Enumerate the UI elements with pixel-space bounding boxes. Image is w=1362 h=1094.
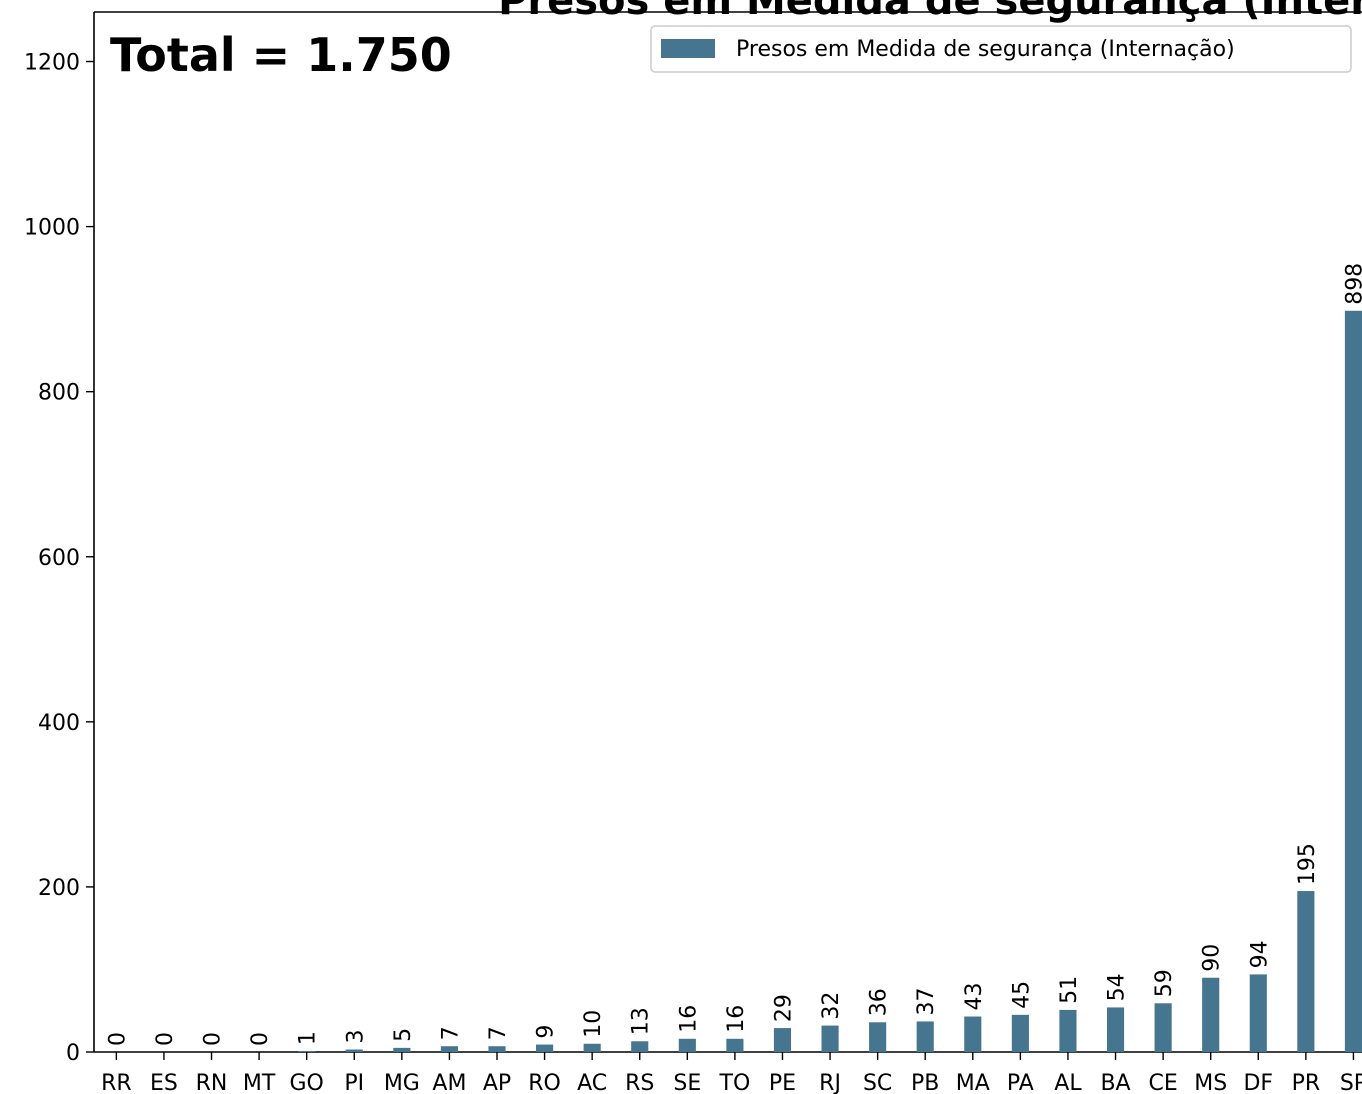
bar: [1106, 1007, 1125, 1052]
plot-area: [93, 11, 1362, 1053]
y-tick-label: 600: [38, 546, 80, 571]
bar-series: [298, 310, 1362, 1052]
bar: [678, 1038, 696, 1052]
x-tick-label: AM: [432, 1071, 466, 1094]
x-tick-label: CE: [1148, 1071, 1177, 1094]
x-tick-label: RR: [101, 1071, 132, 1094]
bar-value-label: 37: [914, 987, 939, 1015]
bar-value-label: 9: [534, 1025, 559, 1039]
x-tick-label: PE: [769, 1071, 796, 1094]
x-tick-label: PR: [1292, 1071, 1321, 1094]
legend-label: Presos em Medida de segurança (Internaçã…: [736, 37, 1235, 62]
x-tick-label: RJ: [819, 1071, 841, 1094]
bar: [1059, 1009, 1077, 1052]
bar: [536, 1044, 554, 1052]
bar-value-label: 45: [1009, 981, 1034, 1009]
bar-value-label: 0: [105, 1032, 130, 1046]
bar: [393, 1047, 411, 1052]
x-tick-label: SP: [1340, 1071, 1362, 1094]
x-tick-label: MT: [243, 1071, 276, 1094]
bar: [1202, 977, 1220, 1052]
x-tick-label: AL: [1054, 1071, 1082, 1094]
bar-value-label: 195: [1295, 843, 1320, 885]
x-tick-label: SC: [863, 1071, 892, 1094]
legend: Presos em Medida de segurança (Internaçã…: [650, 25, 1352, 73]
bar-value-label: 51: [1057, 976, 1082, 1004]
bar-value-label: 36: [867, 988, 892, 1016]
x-tick-label: RN: [196, 1071, 228, 1094]
bar: [821, 1025, 839, 1052]
x-tick-label: ES: [150, 1071, 178, 1094]
bar-value-label: 5: [391, 1028, 416, 1042]
bar-value-label: 7: [486, 1026, 511, 1040]
y-tick-label: 800: [38, 381, 80, 406]
x-tick-label: PA: [1007, 1071, 1034, 1094]
bar-value-label: 7: [438, 1026, 463, 1040]
total-annotation: Total = 1.750: [110, 28, 452, 82]
bar: [1249, 974, 1267, 1052]
bar: [583, 1043, 601, 1052]
bar-value-label: 59: [1152, 969, 1177, 997]
bar-value-label: 3: [343, 1030, 368, 1044]
x-tick-label: BA: [1100, 1071, 1130, 1094]
bar-value-label: 13: [629, 1007, 654, 1035]
bar: [1154, 1003, 1172, 1052]
y-axis: 0 200 400 600 800 1000 1200: [24, 51, 94, 1066]
x-tick-label: PB: [911, 1071, 939, 1094]
x-tick-label: SE: [673, 1071, 701, 1094]
x-tick-label: DF: [1243, 1071, 1273, 1094]
bar: [1344, 310, 1362, 1052]
bar-value-label: 16: [676, 1005, 701, 1033]
bar-value-label: 32: [819, 992, 844, 1020]
bar: [440, 1046, 458, 1052]
bar: [345, 1049, 363, 1052]
bar-value-label: 29: [771, 994, 796, 1022]
legend-swatch: [661, 39, 715, 58]
bar-value-label: 10: [581, 1010, 606, 1038]
bar-value-label: 94: [1247, 940, 1272, 968]
x-tick-label: RS: [625, 1071, 654, 1094]
x-tick-label: AP: [483, 1071, 511, 1094]
x-axis: RR ES RN MT GO PI MG AM AP RO AC RS SE TO PE RJ SC PB MA PA…: [101, 1052, 1362, 1094]
bar-value-label: 90: [1200, 944, 1225, 972]
bar: [1011, 1014, 1029, 1052]
bar: [298, 1051, 316, 1052]
x-tick-label: TO: [719, 1071, 751, 1094]
y-tick-label: 200: [38, 876, 80, 901]
bar: [869, 1022, 887, 1052]
bar-value-label: 0: [201, 1032, 226, 1046]
bar-value-label: 0: [248, 1032, 273, 1046]
x-tick-label: RO: [528, 1071, 561, 1094]
x-tick-label: GO: [289, 1071, 323, 1094]
y-tick-label: 1200: [24, 51, 80, 76]
bar: [1297, 891, 1315, 1052]
bar-value-label: 43: [962, 983, 987, 1011]
bar: [631, 1041, 649, 1052]
bar: [773, 1028, 792, 1052]
y-tick-label: 1000: [24, 216, 80, 241]
bar: [488, 1046, 506, 1052]
x-tick-label: PI: [344, 1071, 364, 1094]
y-tick-label: 400: [38, 711, 80, 736]
legend-box: [650, 25, 1352, 73]
bar: [726, 1038, 744, 1052]
y-tick-label: 0: [66, 1041, 80, 1066]
bar-value-label: 16: [724, 1005, 749, 1033]
bar-value-label: 0: [153, 1032, 178, 1046]
bar-value-label: 898: [1342, 263, 1362, 305]
bar-value-label: 1: [296, 1031, 321, 1045]
x-tick-label: MS: [1194, 1071, 1227, 1094]
bar: [964, 1016, 982, 1052]
x-tick-label: MA: [956, 1071, 990, 1094]
bar: [916, 1021, 934, 1052]
x-tick-label: AC: [577, 1071, 607, 1094]
bar-value-label: 54: [1105, 973, 1130, 1001]
x-tick-label: MG: [384, 1071, 420, 1094]
